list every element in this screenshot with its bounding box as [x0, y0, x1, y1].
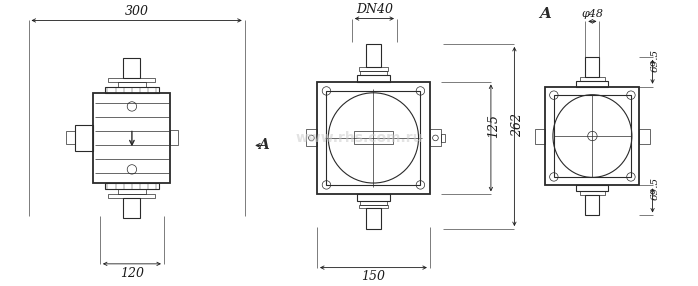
Bar	[360, 201, 387, 205]
Bar	[357, 194, 390, 201]
Text: 262: 262	[511, 112, 524, 136]
Bar	[535, 128, 545, 144]
Text: 300: 300	[125, 5, 149, 18]
Bar	[577, 81, 609, 87]
Text: φ48: φ48	[581, 9, 603, 19]
Bar	[105, 87, 159, 93]
Bar	[359, 67, 387, 71]
Bar	[580, 77, 604, 81]
Bar	[75, 125, 94, 151]
Text: 125: 125	[487, 114, 500, 138]
Text: DN40: DN40	[356, 3, 393, 16]
Bar	[545, 87, 639, 185]
Text: 69.5: 69.5	[651, 49, 660, 72]
Bar	[124, 198, 140, 218]
Bar	[317, 82, 430, 194]
Bar	[586, 57, 600, 77]
Text: 120: 120	[120, 267, 144, 280]
Bar	[118, 82, 146, 87]
Bar	[66, 131, 75, 144]
Bar	[639, 128, 650, 144]
Bar	[357, 75, 390, 82]
Bar	[94, 93, 170, 182]
Bar	[586, 195, 600, 215]
Bar	[554, 95, 631, 177]
Bar	[105, 182, 159, 189]
Bar	[108, 194, 156, 198]
Bar	[441, 134, 445, 142]
Bar	[359, 205, 387, 208]
Bar	[580, 191, 604, 195]
Bar	[366, 208, 381, 229]
Bar	[306, 130, 317, 146]
Text: A: A	[540, 7, 551, 21]
Text: A: A	[258, 138, 269, 152]
Text: 69.5: 69.5	[651, 177, 660, 200]
Text: 150: 150	[362, 271, 385, 283]
Text: www.rhs.com.ru: www.rhs.com.ru	[295, 131, 423, 145]
Bar	[354, 131, 393, 144]
Bar	[327, 91, 420, 185]
Bar	[118, 189, 146, 194]
Bar	[577, 185, 609, 191]
Bar	[170, 130, 178, 146]
Bar	[124, 57, 140, 78]
Bar	[108, 78, 156, 82]
Bar	[366, 44, 381, 67]
Bar	[430, 130, 441, 146]
Bar	[360, 71, 387, 75]
